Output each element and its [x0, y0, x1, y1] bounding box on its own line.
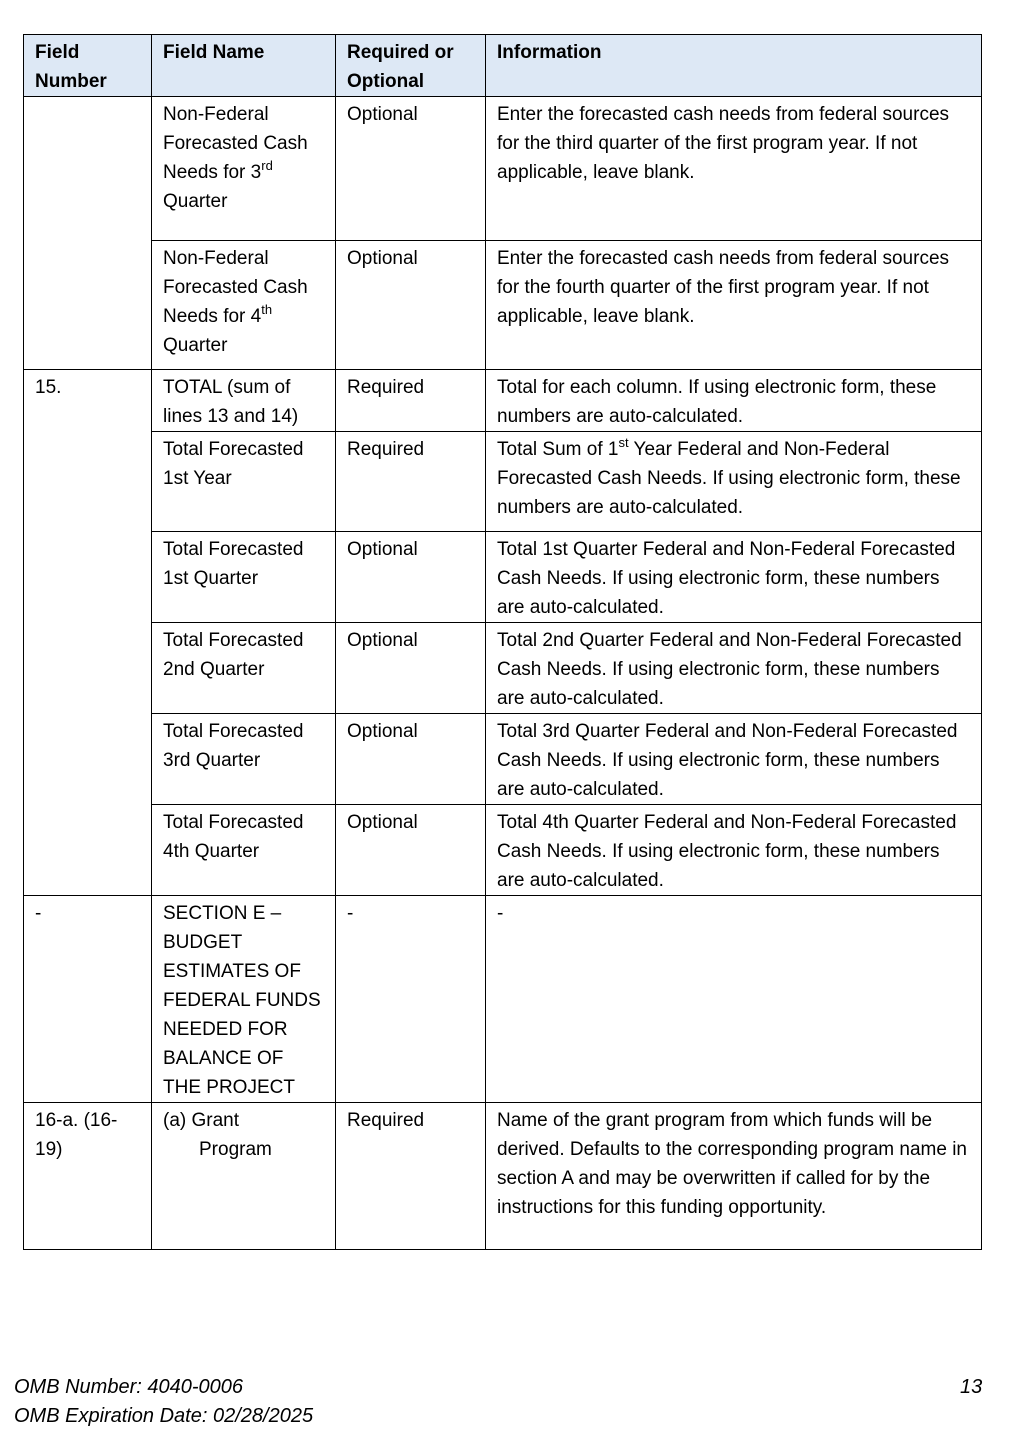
header-information: Information [485, 34, 982, 97]
information-cell: Total 4th Quarter Federal and Non-Federa… [485, 804, 982, 896]
field-name-cell: Non-Federal Forecasted Cash Needs for 4t… [151, 240, 336, 370]
information-cell: Total 3rd Quarter Federal and Non-Federa… [485, 713, 982, 805]
field-name-cell: TOTAL (sum of lines 13 and 14) [151, 369, 336, 432]
field-number-cell: - [23, 895, 152, 1103]
table-header-row: Field Number Field Name Required or Opti… [23, 34, 982, 97]
field-name-cell: Total Forecasted 4th Quarter [151, 804, 336, 896]
table-row: Non-Federal Forecasted Cash Needs for 3r… [23, 96, 982, 370]
field-name-cell: Total Forecasted 2nd Quarter [151, 622, 336, 714]
information-cell: Total for each column. If using electron… [485, 369, 982, 432]
field-name-cell: Non-Federal Forecasted Cash Needs for 3r… [151, 96, 336, 241]
required-cell: Optional [335, 240, 486, 370]
header-required: Required or Optional [335, 34, 486, 97]
field-name-cell: Total Forecasted 1st Year [151, 431, 336, 532]
required-cell: Required [335, 369, 486, 432]
header-field-number: Field Number [23, 34, 152, 97]
omb-expiration-date: OMB Expiration Date: 02/28/2025 [14, 1405, 314, 1427]
table-row: Total Forecasted 1st Year Required Total… [24, 431, 982, 532]
omb-number: OMB Number: 4040-0006 [14, 1376, 244, 1398]
required-cell: Optional [335, 622, 486, 714]
table-row: Total Forecasted 3rd Quarter Optional To… [24, 713, 982, 805]
table-row: 15. TOTAL (sum of lines 13 and 14) Requi… [23, 369, 982, 896]
required-cell: Optional [335, 531, 486, 623]
table-row: 16-a. (16-19) (a) Grant Program Required … [23, 1102, 982, 1250]
information-cell: Total 2nd Quarter Federal and Non-Federa… [485, 622, 982, 714]
information-cell: Enter the forecasted cash needs from fed… [485, 96, 982, 241]
field-number-cell [23, 96, 152, 370]
field-number-cell: 16-a. (16-19) [23, 1102, 152, 1250]
field-name-cell: Total Forecasted 3rd Quarter [151, 713, 336, 805]
page-number: 13 [960, 1376, 983, 1398]
required-cell: Required [335, 431, 486, 532]
required-cell: - [335, 895, 486, 1103]
information-cell: Name of the grant program from which fun… [485, 1102, 982, 1250]
information-cell: Total Sum of 1st Year Federal and Non-Fe… [485, 431, 982, 532]
required-cell: Optional [335, 96, 486, 241]
information-cell: - [485, 895, 982, 1103]
information-cell: Total 1st Quarter Federal and Non-Federa… [485, 531, 982, 623]
required-cell: Optional [335, 713, 486, 805]
information-cell: Enter the forecasted cash needs from fed… [485, 240, 982, 370]
field-number-cell: 15. [23, 369, 152, 896]
table-row: Total Forecasted 2nd Quarter Optional To… [24, 622, 982, 714]
required-cell: Optional [335, 804, 486, 896]
field-name-cell: (a) Grant Program [151, 1102, 336, 1250]
table-row: Non-Federal Forecasted Cash Needs for 4t… [24, 240, 982, 370]
field-name-cell: Total Forecasted 1st Quarter [151, 531, 336, 623]
header-field-name: Field Name [151, 34, 336, 97]
field-name-cell: SECTION E – BUDGET ESTIMATES OF FEDERAL … [151, 895, 336, 1103]
table-row: - SECTION E – BUDGET ESTIMATES OF FEDERA… [23, 895, 982, 1103]
table-row: Total Forecasted 1st Quarter Optional To… [24, 531, 982, 623]
field-table: Field Number Field Name Required or Opti… [23, 34, 982, 1250]
required-cell: Required [335, 1102, 486, 1250]
table-row: Total Forecasted 4th Quarter Optional To… [24, 804, 982, 896]
